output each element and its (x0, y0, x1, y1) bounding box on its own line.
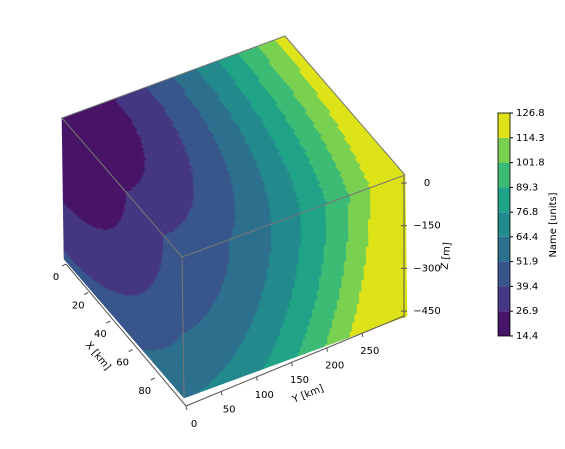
colorbar-tick-label: 126.8 (516, 108, 545, 119)
y-tick (185, 405, 188, 411)
contour-band (143, 332, 185, 399)
contour-band (182, 223, 272, 399)
y-tick-label: 50 (223, 404, 236, 415)
colorbar-tick-label: 39.4 (516, 281, 538, 292)
x-tick (106, 320, 111, 324)
colorbar-segment (498, 113, 510, 138)
x-tick-label: 0 (53, 272, 59, 283)
y-tick (291, 362, 293, 367)
x-tick-label: 60 (116, 358, 129, 369)
pane-edge (61, 35, 406, 176)
colorbar-tick-label: 51.9 (516, 257, 538, 268)
contour-band (172, 68, 275, 240)
z-tick-label: 0 (424, 178, 430, 189)
colorbar-segment (498, 261, 510, 287)
y-tick-label: 250 (360, 346, 379, 357)
pane-edge (181, 174, 406, 258)
x-tick (150, 377, 156, 381)
colorbar-segment (498, 212, 510, 237)
y-tick (220, 391, 223, 396)
y-axis-line (185, 315, 405, 407)
contour-band (61, 117, 127, 233)
x-tick-label: 20 (72, 301, 85, 312)
colorbar-tick-label: 64.4 (516, 232, 538, 243)
colorbar-tick-label: 26.9 (516, 306, 538, 317)
x-tick (61, 263, 67, 267)
contour-band (324, 187, 372, 347)
z-tick-label: −450 (413, 306, 440, 317)
y-tick-label: 150 (290, 375, 309, 386)
contour-band (62, 191, 164, 298)
y-tick (326, 347, 329, 352)
contour-band (181, 239, 230, 335)
contour-band (237, 45, 352, 204)
x-axis-line (65, 263, 187, 407)
x-tick (128, 349, 133, 352)
y-tick-label: 100 (255, 390, 274, 401)
axes (61, 35, 406, 407)
y-tick (255, 376, 258, 381)
colorbar-segment (498, 236, 510, 262)
contour-band (297, 194, 351, 357)
colorbar-label: Name [units] (548, 192, 559, 257)
y-tick-label: 200 (325, 361, 344, 372)
contour-band (61, 97, 148, 193)
colorbar-segment (498, 162, 510, 188)
contour-band (349, 174, 408, 338)
y-tick-label: 0 (191, 419, 197, 430)
colorbar-tick-label: 101.8 (516, 158, 545, 169)
colorbar-segment (498, 137, 510, 163)
pane-edge (181, 256, 185, 399)
colorbar-tick-label: 76.8 (516, 207, 538, 218)
colorbar-segment (498, 311, 510, 336)
contour-band (257, 39, 371, 196)
surface (61, 35, 408, 399)
x-tick-label: 80 (138, 386, 151, 397)
colorbar-tick-label: 89.3 (516, 182, 538, 193)
z-axis-label: Z [m] (440, 242, 454, 271)
contour-band (145, 76, 238, 258)
z-tick-label: −300 (413, 263, 440, 274)
colorbar-segment (498, 286, 510, 312)
colorbar-segment (498, 187, 510, 213)
colorbar-tick-label: 114.3 (516, 133, 545, 144)
y-tick (361, 332, 364, 338)
x-tick (83, 292, 89, 295)
pane-edge (61, 117, 183, 258)
contour-band (195, 60, 303, 224)
colorbar-tick-label: 14.4 (516, 331, 538, 342)
colorbar-frame (497, 112, 511, 337)
z-tick-label: −150 (413, 221, 440, 232)
x-tick-label: 40 (94, 329, 107, 340)
